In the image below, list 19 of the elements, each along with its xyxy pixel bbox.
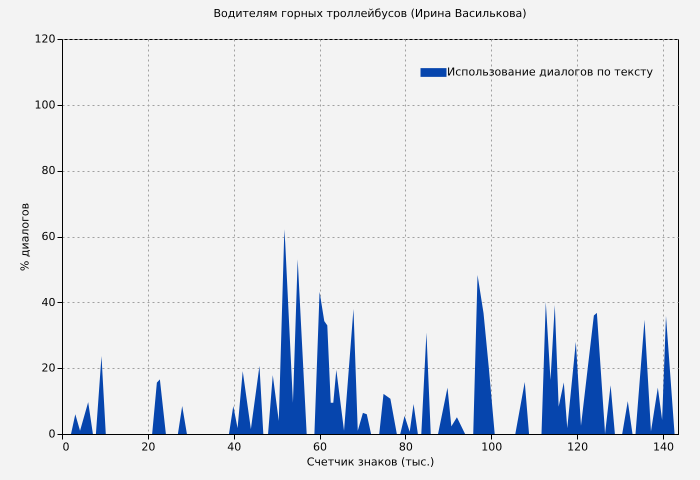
legend-label: Использование диалогов по тексту: [447, 66, 654, 78]
y-tick-label: 60: [42, 230, 56, 243]
x-tick-label: 120: [567, 440, 588, 454]
chart-title: Водителям горных троллейбусов (Ирина Василькова): [213, 7, 527, 20]
x-tick-label: 100: [481, 440, 502, 454]
x-tick-label: 40: [227, 440, 242, 454]
y-tick-label: 40: [42, 296, 56, 309]
y-tick-label: 0: [48, 428, 56, 440]
x-axis-title: Счетчик знаков (тыс.): [306, 456, 434, 468]
x-tick-label: 80: [398, 440, 413, 454]
y-tick-label: 80: [42, 164, 56, 178]
y-tick-label: 20: [42, 362, 56, 375]
x-tick-label: 60: [313, 440, 328, 454]
y-tick-label: 100: [34, 98, 56, 112]
x-tick-label: 140: [652, 440, 674, 454]
y-axis-title: % диалогов: [18, 202, 32, 272]
y-tick-label: 120: [34, 32, 56, 46]
x-tick-label: 0: [62, 440, 70, 454]
x-tick-label: 20: [141, 440, 156, 454]
